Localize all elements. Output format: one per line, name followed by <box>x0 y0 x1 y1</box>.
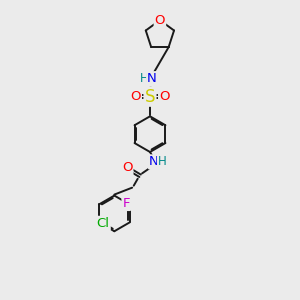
Text: Cl: Cl <box>97 217 110 230</box>
Text: F: F <box>122 197 130 210</box>
Text: N: N <box>147 72 157 85</box>
Text: H: H <box>158 155 167 168</box>
Text: O: O <box>159 90 169 103</box>
Text: S: S <box>145 88 155 106</box>
Text: O: O <box>155 14 165 27</box>
Text: H: H <box>140 72 149 85</box>
Text: O: O <box>122 161 133 174</box>
Text: N: N <box>149 155 159 168</box>
Text: O: O <box>130 90 141 103</box>
